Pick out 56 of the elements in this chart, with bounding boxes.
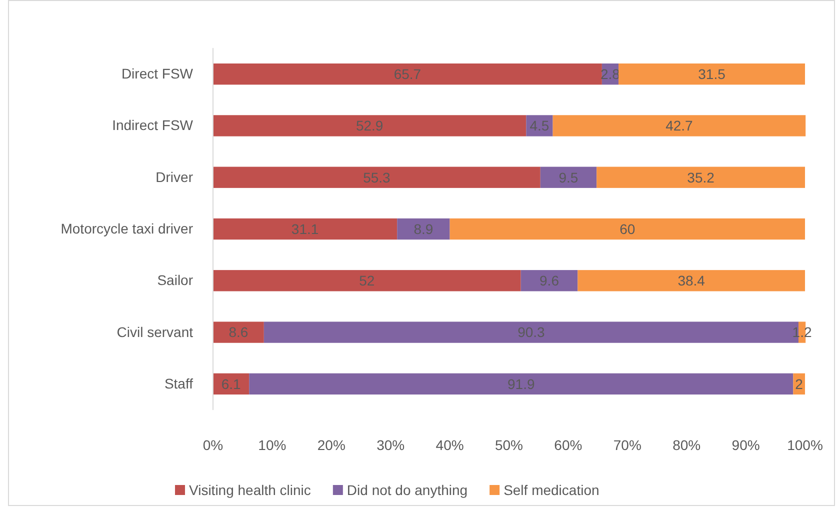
data-label: 9.6 xyxy=(540,272,560,289)
data-label: 6.1 xyxy=(221,376,241,392)
y-tick-label: Sailor xyxy=(157,272,194,288)
x-tick-label: 20% xyxy=(317,436,346,453)
bar xyxy=(213,63,602,85)
legend-label: Did not do anything xyxy=(346,482,468,498)
x-tick-label: 10% xyxy=(258,436,286,453)
x-tick-label: 60% xyxy=(554,436,582,453)
y-tick-label: Motorcycle taxi driver xyxy=(60,220,194,236)
y-tick-label: Driver xyxy=(156,168,194,185)
y-tick-label: Direct FSW xyxy=(121,66,194,82)
x-tick-label: 80% xyxy=(672,436,701,453)
data-label: 31.5 xyxy=(698,66,726,82)
x-tick-label: 90% xyxy=(732,436,760,453)
bar xyxy=(397,218,450,240)
bar xyxy=(618,63,805,85)
data-label: 91.9 xyxy=(508,376,535,392)
x-tick-label: 30% xyxy=(376,436,405,453)
data-label: 8.9 xyxy=(414,220,434,237)
bar xyxy=(213,166,540,188)
data-label: 60 xyxy=(620,220,636,237)
data-label: 2 xyxy=(795,376,804,392)
data-label: 4.5 xyxy=(530,118,550,134)
bar xyxy=(213,270,521,292)
x-tick-label: 40% xyxy=(436,436,464,453)
data-label: 31.1 xyxy=(291,220,319,237)
bar xyxy=(578,270,805,292)
data-label: 52 xyxy=(359,272,375,289)
bar xyxy=(596,166,805,188)
x-tick-label: 0% xyxy=(202,436,224,453)
x-tick-label: 100% xyxy=(787,436,823,453)
x-tick-label: 70% xyxy=(613,436,642,453)
bar xyxy=(213,115,526,136)
y-tick-label: Civil servant xyxy=(116,324,194,340)
data-label: 90.3 xyxy=(518,324,546,340)
y-tick-label: Indirect FSW xyxy=(112,117,194,134)
data-label: 8.6 xyxy=(228,324,248,340)
bar xyxy=(450,218,805,240)
bar xyxy=(520,270,578,292)
data-label: 55.3 xyxy=(363,169,391,186)
data-label: 9.5 xyxy=(558,169,578,186)
legend-label: Visiting health clinic xyxy=(189,482,311,498)
data-label: 52.9 xyxy=(356,118,384,134)
bar xyxy=(213,218,398,240)
data-label: 42.7 xyxy=(666,118,694,134)
data-label: 38.4 xyxy=(678,272,706,289)
data-label: 35.2 xyxy=(687,169,715,186)
legend-label: Self medication xyxy=(504,482,600,498)
bar xyxy=(213,322,264,343)
bar xyxy=(249,373,794,395)
data-label: 1.2 xyxy=(792,324,812,340)
x-tick-label: 50% xyxy=(494,436,524,453)
bar xyxy=(552,115,806,136)
data-label: 65.7 xyxy=(394,66,422,82)
bar xyxy=(540,166,597,188)
y-tick-label: Staff xyxy=(164,375,194,392)
